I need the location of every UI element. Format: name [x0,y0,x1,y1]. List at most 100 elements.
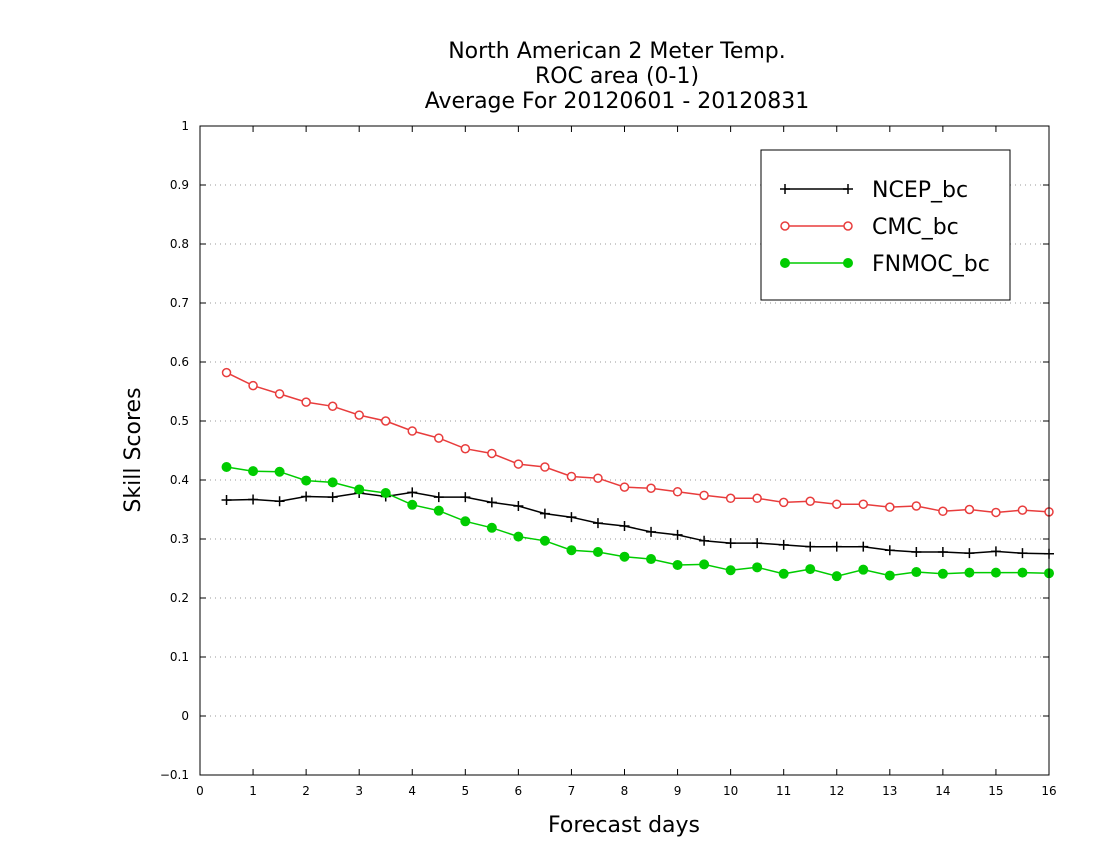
plot-frame [199,125,1050,776]
data-point-fnmoc-bc [752,562,763,573]
x-axis-label: Forecast days [548,813,700,838]
x-tick-label: 6 [515,784,523,798]
data-point-cmc-bc [885,502,895,512]
y-tick-label: 1 [181,119,189,133]
x-tick-label: 14 [935,784,950,798]
data-point-cmc-bc [991,507,1001,518]
legend-marker [780,258,790,268]
data-point-ncep-bc [248,494,259,505]
data-point-fnmoc-bc [460,516,471,527]
data-point-fnmoc-bc [990,567,1001,578]
data-point-ncep-bc [778,539,789,550]
x-tick-label: 15 [988,784,1003,798]
data-point-fnmoc-bc [725,565,736,576]
series-fnmoc-bc [221,462,1054,582]
y-tick-label: 0.6 [170,355,189,369]
data-point-fnmoc-bc [513,531,524,542]
data-point-cmc-bc [858,499,869,509]
data-point-ncep-bc [566,512,577,523]
data-point-cmc-bc [221,367,232,378]
data-point-fnmoc-bc [699,559,710,570]
data-point-ncep-bc [672,529,683,540]
data-point-fnmoc-bc [301,475,312,486]
data-point-fnmoc-bc [433,505,444,516]
data-point-fnmoc-bc [248,466,259,477]
legend-label: FNMOC_bc [872,252,990,277]
data-point-fnmoc-bc [539,535,550,546]
x-tick-label: 10 [723,784,738,798]
data-point-ncep-bc [752,538,763,549]
data-point-ncep-bc [858,541,869,552]
y-tick-label: 0.8 [170,237,189,251]
data-point-cmc-bc [566,471,577,482]
data-point-cmc-bc [301,397,311,407]
data-point-cmc-bc [832,499,842,509]
data-point-fnmoc-bc [327,477,338,488]
data-point-ncep-bc [725,538,736,549]
y-tick-label: 0.7 [170,296,189,310]
legend-marker [843,221,853,231]
data-point-ncep-bc [274,496,285,507]
legend-label: NCEP_bc [872,178,968,203]
data-point-ncep-bc [646,526,657,537]
data-point-ncep-bc [407,487,418,498]
series-line-ncep-bc [226,491,1050,555]
y-tick-label: 0.1 [170,650,189,664]
data-point-cmc-bc [964,504,975,515]
data-point-fnmoc-bc [407,499,418,510]
chart-title: North American 2 Meter Temp. ROC area (0… [425,39,810,114]
data-point-fnmoc-bc [221,462,232,473]
legend-marker [843,258,853,268]
data-point-fnmoc-bc [937,568,948,579]
y-tick-label: 0 [181,709,189,723]
data-point-fnmoc-bc [831,571,842,582]
data-point-cmc-bc [699,490,709,501]
data-point-fnmoc-bc [354,484,365,495]
data-point-cmc-bc [434,433,444,443]
data-point-fnmoc-bc [646,554,657,565]
data-point-cmc-bc [513,459,524,469]
x-tick-label: 16 [1041,784,1056,798]
data-point-fnmoc-bc [805,564,816,575]
data-point-fnmoc-bc [486,522,497,533]
x-tick-label: 12 [829,784,844,798]
legend-marker [843,184,853,194]
y-axis-ticks: −0.1 0 0.1 0.2 0.3 0.4 0.5 0.6 0.7 0.8 0.9 1 [160,119,1049,782]
data-point-fnmoc-bc [566,545,577,556]
y-tick-label: −0.1 [160,768,189,782]
data-point-fnmoc-bc [672,559,683,570]
data-point-fnmoc-bc [884,570,895,581]
data-point-ncep-bc [937,546,948,557]
data-point-fnmoc-bc [619,551,630,562]
data-point-ncep-bc [1017,548,1028,559]
x-tick-label: 8 [621,784,629,798]
data-point-fnmoc-bc [858,564,869,575]
chart-title-line-2: ROC area (0-1) [535,64,699,89]
data-point-ncep-bc [911,546,922,557]
data-point-ncep-bc [486,497,497,508]
series-cmc-bc [221,367,1054,518]
legend-entry-fnmoc-bc: FNMOC_bc [780,252,990,277]
series-ncep-bc [221,487,1054,559]
x-tick-label: 1 [249,784,257,798]
x-tick-label: 9 [674,784,682,798]
data-point-ncep-bc [805,541,816,552]
data-point-ncep-bc [513,500,524,511]
data-point-ncep-bc [327,492,338,503]
chart-title-line-3: Average For 20120601 - 20120831 [425,89,810,114]
x-tick-label: 2 [302,784,310,798]
data-point-fnmoc-bc [911,567,922,578]
y-axis-label: Skill Scores [121,387,146,512]
series-line-fnmoc-bc [226,466,1050,577]
legend-marker [780,221,790,231]
data-point-cmc-bc [938,506,948,517]
legend-marker [780,184,790,194]
data-point-cmc-bc [460,443,471,454]
data-point-cmc-bc [805,496,815,506]
data-point-ncep-bc [539,508,550,519]
x-tick-label: 0 [196,784,204,798]
legend-entry-cmc-bc: CMC_bc [780,215,959,240]
legend-entry-ncep-bc: NCEP_bc [780,178,968,203]
data-point-ncep-bc [592,518,603,529]
data-point-cmc-bc [487,448,497,459]
